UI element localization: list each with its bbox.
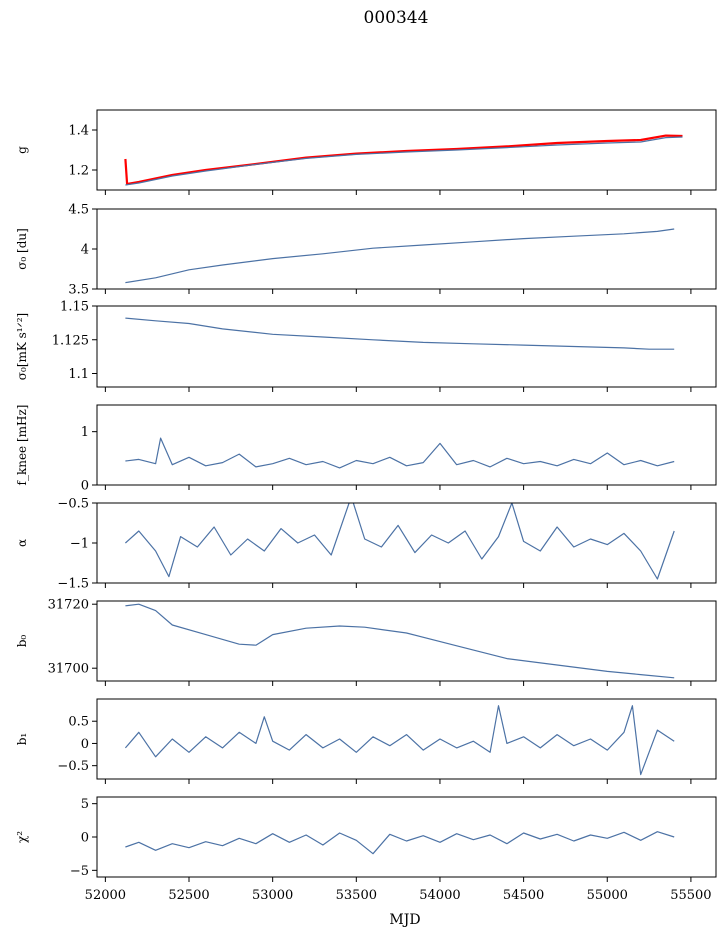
y-tick-label: −0.5 (57, 497, 89, 512)
y-tick-label: 31720 (48, 598, 89, 613)
y-tick-label: 4 (81, 243, 89, 258)
y-axis-label: b₁ (15, 733, 29, 746)
series-line-sigma0-mks-0 (125, 317, 675, 350)
y-tick-label: 0 (81, 479, 89, 494)
panel-g: 1.2 1.4 g (15, 109, 717, 195)
panel-frame (96, 698, 717, 780)
panel-frame (96, 404, 717, 486)
y-tick-label: −1 (70, 537, 89, 552)
y-tick-label: 0 (81, 831, 89, 846)
x-tick-label: 54000 (419, 888, 460, 903)
x-tick-label: 52000 (85, 888, 126, 903)
panel-fknee: 0 1 f_knee [mHz] (15, 404, 717, 494)
x-tick-label: 54500 (503, 888, 544, 903)
x-tick-label: 52500 (168, 888, 209, 903)
panel-sigma0-mks: 1.1 1.125 1.15 σ₀[mK s¹ᐟ²] (15, 300, 717, 392)
y-tick-label: −5 (70, 864, 89, 879)
x-axis: 52000 52500 53000 53500 54000 54500 55000 55500 (85, 888, 712, 903)
y-axis-label: f_knee [mHz] (15, 405, 29, 486)
panel-b0: 31700 31720 b₀ (15, 598, 717, 686)
y-tick-label: 0.5 (68, 715, 89, 730)
series-line-alpha-0 (124, 503, 675, 580)
x-tick-label: 53500 (336, 888, 377, 903)
series-line-sigma0-du-0 (125, 228, 675, 284)
y-tick-label: 0 (81, 737, 89, 752)
y-tick-label: −1.5 (57, 577, 89, 592)
y-axis-label: b₀ (15, 635, 29, 648)
y-tick-label: 1.1 (68, 367, 89, 382)
x-tick-label: 53000 (252, 888, 293, 903)
series-line-chi2-0 (125, 831, 675, 855)
y-tick-label: 4.5 (68, 203, 89, 218)
series-line-g-1 (125, 136, 683, 186)
y-tick-label: 3.5 (68, 283, 89, 298)
y-axis-label: α (15, 539, 29, 547)
panel-frame (96, 109, 717, 191)
panel-frame (96, 305, 717, 388)
series-line-fknee-0 (125, 437, 675, 469)
panel-alpha: −1.5 −1 −0.5 α (15, 497, 717, 592)
y-tick-label: 1.125 (52, 333, 89, 348)
panels: 1.2 1.4 g 3.5 4 4.5 σ₀ [du] 1.1 1.125 1.15 σ₀[mK s… (15, 109, 717, 882)
y-tick-label: 1.4 (68, 124, 89, 139)
figure-title: 000344 (364, 8, 429, 28)
y-axis-label: σ₀[mK s¹ᐟ²] (15, 313, 29, 380)
series-line-g-0 (124, 134, 683, 186)
x-tick-label: 55500 (670, 888, 711, 903)
panel-b1: −0.5 0 0.5 b₁ (15, 698, 717, 784)
panel-frame (96, 600, 717, 682)
series-line-b0-0 (125, 603, 675, 679)
x-axis-label: MJD (389, 912, 420, 928)
y-axis-label: χ² (15, 831, 29, 843)
y-tick-label: 1.2 (68, 164, 89, 179)
series-line-b1-0 (124, 705, 675, 776)
x-tick-label: 55000 (587, 888, 628, 903)
y-tick-label: 1 (81, 425, 89, 440)
y-axis-label: g (15, 146, 29, 154)
y-axis-label: σ₀ [du] (15, 228, 29, 270)
y-tick-label: −0.5 (57, 759, 89, 774)
panel-sigma0-du: 3.5 4 4.5 σ₀ [du] (15, 203, 717, 298)
y-tick-label: 5 (81, 797, 89, 812)
y-tick-label: 1.15 (60, 300, 89, 315)
panel-chi2: −5 0 5 χ² (15, 796, 717, 882)
y-tick-label: 31700 (48, 662, 89, 677)
